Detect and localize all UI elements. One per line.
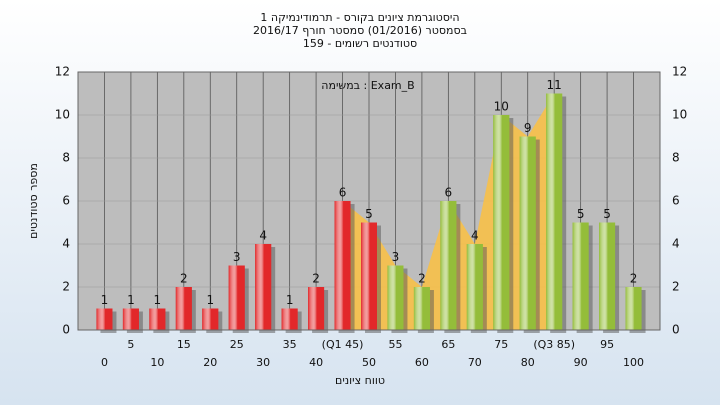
bar-shine — [493, 115, 510, 330]
data-label: 2 — [630, 272, 638, 286]
x-tick-label: 35 — [283, 338, 297, 351]
data-label: 1 — [154, 293, 162, 307]
plot-border — [77, 71, 661, 331]
data-label: 5 — [577, 207, 585, 221]
y-tick-label: 12 — [55, 65, 70, 79]
y-tick-label: 2 — [62, 280, 70, 294]
bar-shine — [281, 308, 298, 330]
y-tick-label: 6 — [62, 194, 70, 208]
y2-tick-label: 6 — [672, 194, 680, 208]
data-label: 6 — [339, 186, 347, 200]
data-label: 3 — [233, 250, 241, 264]
bar-shine — [149, 308, 166, 330]
data-label: 9 — [524, 121, 532, 135]
data-label: 4 — [259, 229, 267, 243]
bar-shine — [361, 222, 377, 330]
y-tick-label: 0 — [62, 323, 70, 337]
bar-shine — [255, 244, 272, 330]
bar-shine — [228, 265, 245, 330]
y-tick-label: 10 — [55, 108, 70, 122]
x-tick-label: 20 — [203, 356, 217, 369]
y2-tick-label: 0 — [672, 323, 680, 337]
data-label: 6 — [445, 186, 453, 200]
bar-shine — [387, 265, 404, 330]
title-line: סטודנטים רשומים - 159 — [303, 37, 417, 50]
title-line: היסטוגרמת ציונים בקורס - תרמודינמיקה 1 — [260, 11, 459, 24]
data-label: 2 — [418, 272, 426, 286]
x-tick-label: (Q3 85) — [533, 338, 575, 351]
bar-shine — [202, 308, 219, 330]
x-tick-label: 90 — [574, 356, 588, 369]
x-tick-label: 70 — [468, 356, 482, 369]
y-tick-label: 4 — [62, 237, 70, 251]
x-axis-label: טווח ציונים — [335, 374, 385, 387]
data-label: 5 — [365, 207, 373, 221]
bar-shine — [572, 222, 589, 330]
x-tick-label: 25 — [230, 338, 244, 351]
data-label: 2 — [180, 272, 188, 286]
x-tick-label: 50 — [362, 356, 376, 369]
data-label: 1 — [101, 293, 109, 307]
y-axis-label: מספר סטודנטים — [27, 163, 40, 239]
data-label: 11 — [547, 78, 562, 92]
title-line: בסמסטר (01/2016) סמסטר חורף 2016/17 — [253, 24, 467, 37]
bar-shine — [308, 287, 325, 330]
bar-shine — [519, 136, 536, 330]
x-tick-label: 100 — [623, 356, 644, 369]
bar-shine — [122, 308, 139, 330]
bar-shine — [413, 287, 430, 330]
bar-shine — [334, 201, 351, 330]
x-tick-label: 65 — [441, 338, 455, 351]
x-tick-label: 55 — [388, 338, 402, 351]
x-tick-label: 0 — [101, 356, 108, 369]
data-label: 10 — [494, 100, 509, 114]
data-label: 5 — [603, 207, 611, 221]
legend: במשימה : Exam_B — [321, 79, 414, 92]
data-label: 1 — [286, 293, 294, 307]
y2-tick-label: 12 — [672, 65, 687, 79]
bar-shine — [599, 222, 616, 330]
x-tick-label: 95 — [600, 338, 614, 351]
x-tick-label: 10 — [150, 356, 164, 369]
bar-shine — [625, 287, 642, 330]
x-tick-label: (Q1 45) — [322, 338, 364, 351]
x-tick-label: 60 — [415, 356, 429, 369]
bar-shine — [466, 244, 483, 330]
y-tick-label: 8 — [62, 151, 70, 165]
data-label: 2 — [312, 272, 320, 286]
bar-shine — [546, 93, 563, 330]
bar-shine — [440, 201, 457, 330]
data-label: 1 — [206, 293, 214, 307]
data-label: 4 — [471, 229, 479, 243]
x-tick-label: 5 — [127, 338, 134, 351]
data-label: 1 — [127, 293, 135, 307]
y2-tick-label: 2 — [672, 280, 680, 294]
x-tick-label: 40 — [309, 356, 323, 369]
bar-shine — [175, 287, 192, 330]
x-tick-label: 80 — [521, 356, 535, 369]
y2-tick-label: 4 — [672, 237, 680, 251]
x-tick-label: 30 — [256, 356, 270, 369]
x-tick-label: 15 — [177, 338, 191, 351]
data-label: 3 — [392, 250, 400, 264]
bar-shine — [96, 308, 113, 330]
y2-tick-label: 8 — [672, 151, 680, 165]
x-tick-label: 75 — [494, 338, 508, 351]
y2-tick-label: 10 — [672, 108, 687, 122]
